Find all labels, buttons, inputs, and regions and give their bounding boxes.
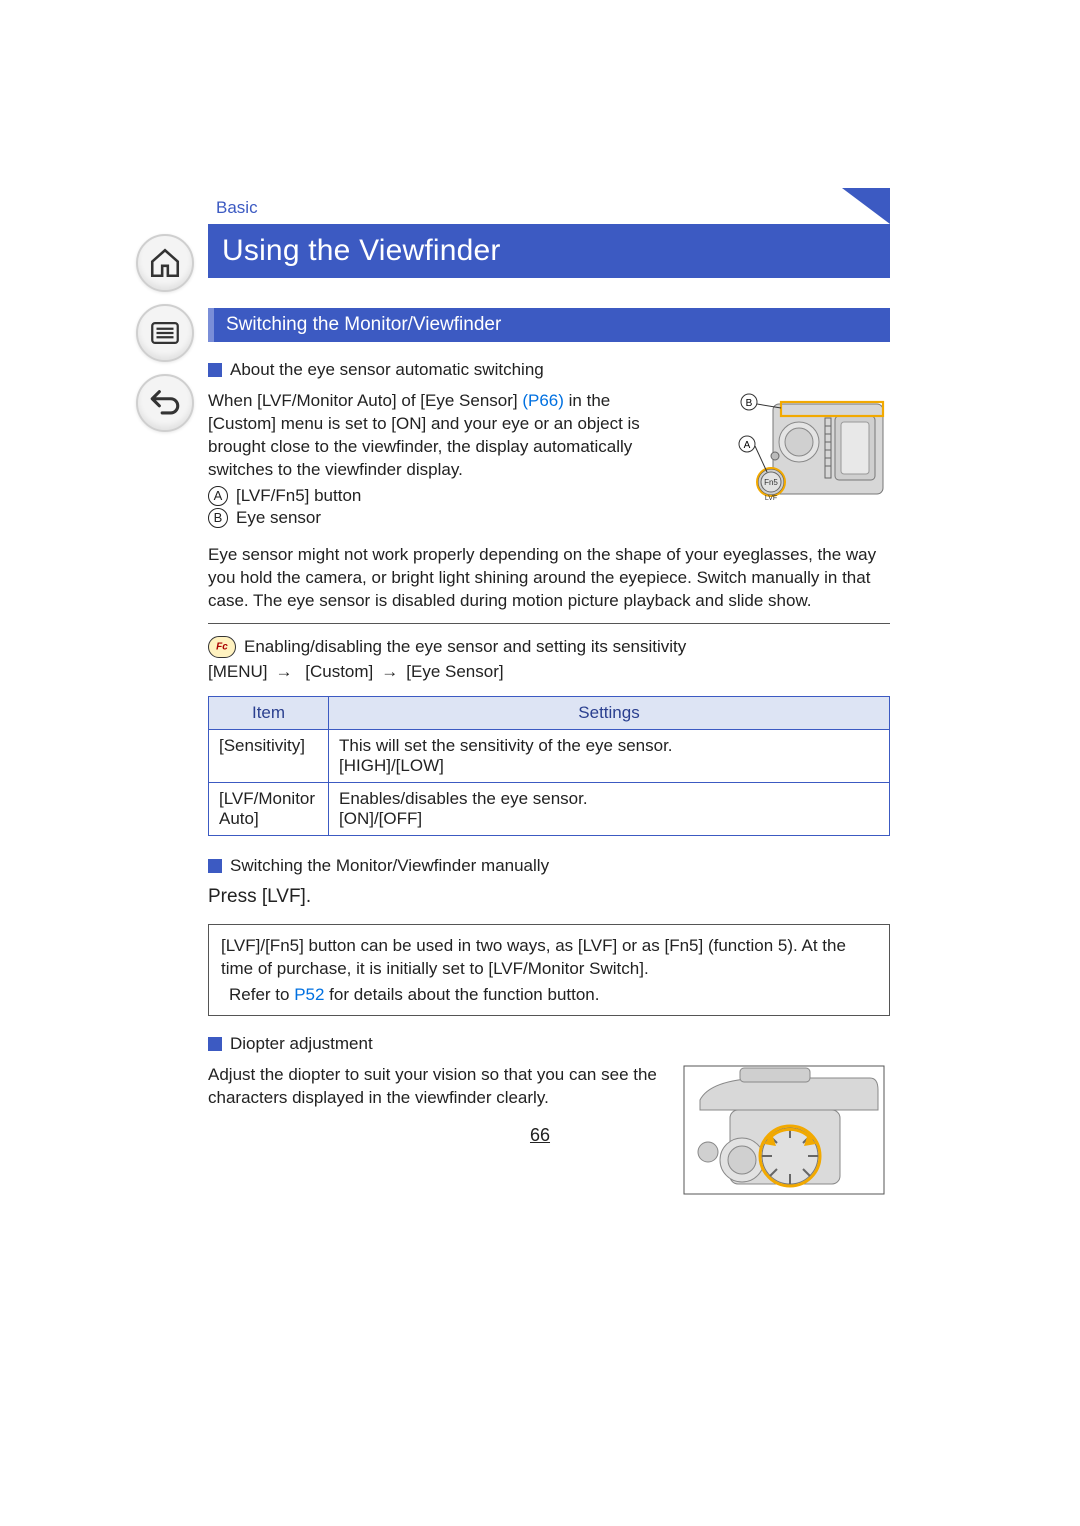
cell-settings: Enables/disables the eye sensor. [ON]/[O… (329, 782, 890, 835)
page-link-p52[interactable]: P52 (294, 985, 324, 1004)
cell-settings: This will set the sensitivity of the eye… (329, 729, 890, 782)
page-number[interactable]: 66 (530, 1125, 550, 1146)
menu-step-2: [Custom] (305, 662, 373, 681)
back-button[interactable] (136, 374, 194, 432)
menu-step-3: [Eye Sensor] (406, 662, 503, 681)
section-heading-eye-sensor: About the eye sensor automatic switching (208, 360, 890, 380)
info-box: [LVF]/[Fn5] button can be used in two wa… (208, 924, 890, 1017)
breadcrumb-bar: Basic (208, 194, 890, 224)
cell-item: [Sensitivity] (209, 729, 329, 782)
table-row: [Sensitivity] This will set the sensitiv… (209, 729, 890, 782)
section-heading-text: About the eye sensor automatic switching (230, 360, 544, 380)
lvf-label: LVF (765, 495, 777, 502)
sub-header: Switching the Monitor/Viewfinder (208, 308, 890, 342)
label-b-row: B Eye sensor (208, 508, 662, 528)
breadcrumb: Basic (208, 194, 890, 226)
camera-top-figure: Fn5 LVF A B (680, 386, 890, 506)
section-heading-manual: Switching the Monitor/Viewfinder manuall… (208, 856, 890, 876)
page: Basic Using the Viewfinder Switching the… (0, 0, 1080, 1526)
info-box-refer: Refer to P52 for details about the funct… (221, 984, 877, 1007)
label-b-marker: B (208, 508, 228, 528)
info-box-main: [LVF]/[Fn5] button can be used in two wa… (221, 936, 846, 978)
section-heading-text: Switching the Monitor/Viewfinder manuall… (230, 856, 549, 876)
settings-table: Item Settings [Sensitivity] This will se… (208, 696, 890, 836)
menu-path: [MENU]→ [Custom]→[Eye Sensor] (208, 662, 890, 682)
section-heading-text: Diopter adjustment (230, 1034, 373, 1054)
arrow-icon: → (373, 662, 406, 681)
back-icon (148, 386, 182, 420)
divider (208, 623, 890, 624)
diopter-figure (680, 1060, 890, 1200)
toc-button[interactable] (136, 304, 194, 362)
section-heading-diopter: Diopter adjustment (208, 1034, 890, 1054)
home-button[interactable] (136, 234, 194, 292)
table-header-row: Item Settings (209, 696, 890, 729)
label-a-marker: A (208, 486, 228, 506)
eye-sensor-text-col: When [LVF/Monitor Auto] of [Eye Sensor] … (208, 386, 662, 530)
page-title: Using the Viewfinder (208, 224, 890, 278)
side-nav (136, 234, 196, 432)
fc-text: Enabling/disabling the eye sensor and se… (244, 637, 686, 657)
arrow-icon: → (268, 662, 301, 681)
press-lvf: Press [LVF]. (208, 886, 890, 908)
content-area: Basic Using the Viewfinder Switching the… (208, 194, 890, 1200)
callout-b: B (746, 398, 753, 409)
label-a-text: [LVF/Fn5] button (236, 486, 361, 506)
callout-a: A (744, 440, 751, 451)
diopter-body: Adjust the diopter to suit your vision s… (208, 1064, 662, 1110)
refer-post: for details about the function button. (324, 985, 599, 1004)
label-b-text: Eye sensor (236, 508, 321, 528)
fn5-label: Fn5 (764, 478, 778, 487)
refer-pre: Refer to (229, 985, 294, 1004)
eye-sensor-row: When [LVF/Monitor Auto] of [Eye Sensor] … (208, 386, 890, 530)
home-icon (148, 246, 182, 280)
fc-icon (208, 636, 236, 658)
table-row: [LVF/Monitor Auto] Enables/disables the … (209, 782, 890, 835)
eye-sensor-note: Eye sensor might not work properly depen… (208, 544, 890, 613)
list-icon (148, 316, 182, 350)
eye-sensor-body: When [LVF/Monitor Auto] of [Eye Sensor] … (208, 390, 662, 482)
fc-row: Enabling/disabling the eye sensor and se… (208, 636, 890, 658)
menu-step-1: [MENU] (208, 662, 268, 681)
label-a-row: A [LVF/Fn5] button (208, 486, 662, 506)
cell-item: [LVF/Monitor Auto] (209, 782, 329, 835)
page-link-p66[interactable]: (P66) (522, 391, 564, 410)
body-pre: When [LVF/Monitor Auto] of [Eye Sensor] (208, 391, 522, 410)
col-item: Item (209, 696, 329, 729)
col-settings: Settings (329, 696, 890, 729)
